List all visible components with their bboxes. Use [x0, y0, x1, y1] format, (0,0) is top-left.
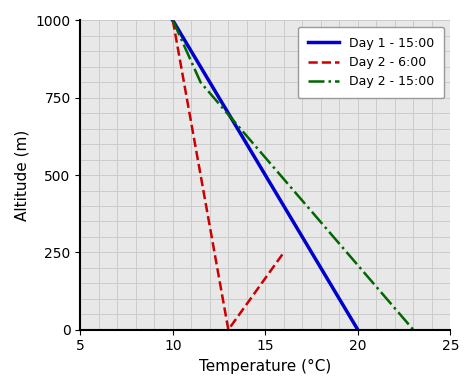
Y-axis label: Altitude (m): Altitude (m): [15, 130, 30, 221]
Day 2 - 6:00: [170, 18, 176, 23]
Line: Day 2 - 15:00: Day 2 - 15:00: [173, 21, 413, 330]
Day 2 - 15:00: [170, 18, 176, 23]
Day 2 - 15:00: [410, 328, 416, 332]
Line: Day 2 - 6:00: Day 2 - 6:00: [173, 21, 284, 330]
Day 2 - 6:00: [226, 328, 231, 332]
X-axis label: Temperature (°C): Temperature (°C): [199, 359, 331, 374]
Day 2 - 6:00: [281, 250, 287, 255]
Day 2 - 15:00: [198, 80, 203, 85]
Legend: Day 1 - 15:00, Day 2 - 6:00, Day 2 - 15:00: Day 1 - 15:00, Day 2 - 6:00, Day 2 - 15:…: [298, 27, 444, 98]
